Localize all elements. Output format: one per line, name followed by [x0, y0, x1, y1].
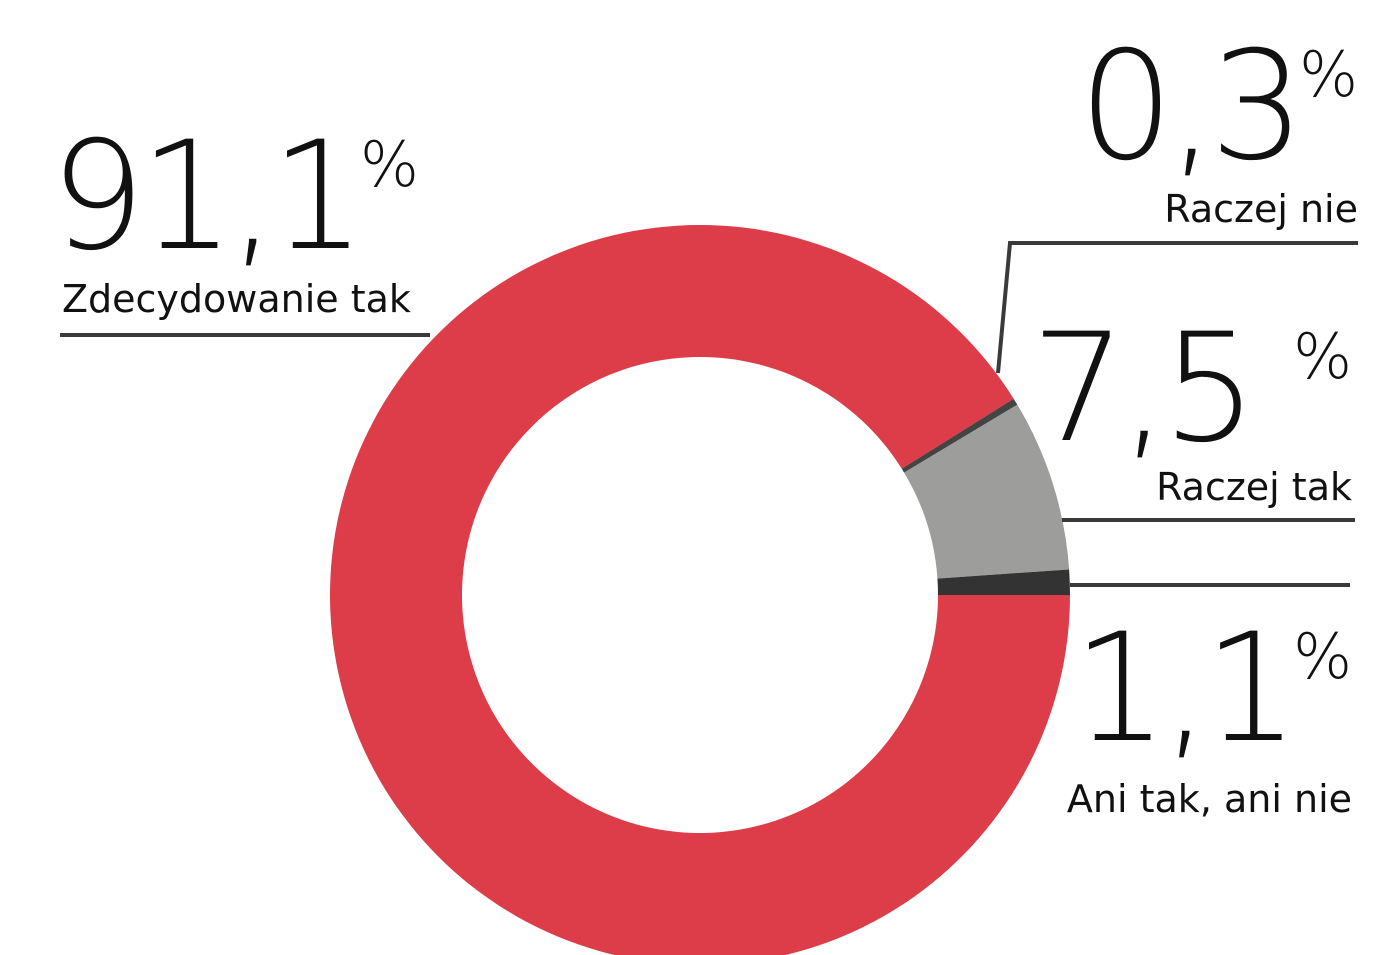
category-label: Zdecydowanie tak — [62, 277, 411, 321]
category-label: Raczej tak — [1156, 465, 1352, 509]
donut-slice — [937, 569, 1070, 595]
value-label: 91,1% — [50, 110, 419, 284]
value-label: 7,5 % — [1031, 302, 1352, 476]
donut-slice — [901, 398, 1018, 473]
category-label: Raczej nie — [1164, 187, 1358, 231]
leader-line — [996, 241, 1358, 374]
category-label: Ani tak, ani nie — [1067, 777, 1352, 821]
value-label: 1,1% — [1073, 602, 1352, 776]
donut-slice — [904, 404, 1070, 579]
donut-slice — [330, 225, 1070, 955]
value-label: 0,3% — [1079, 20, 1358, 194]
